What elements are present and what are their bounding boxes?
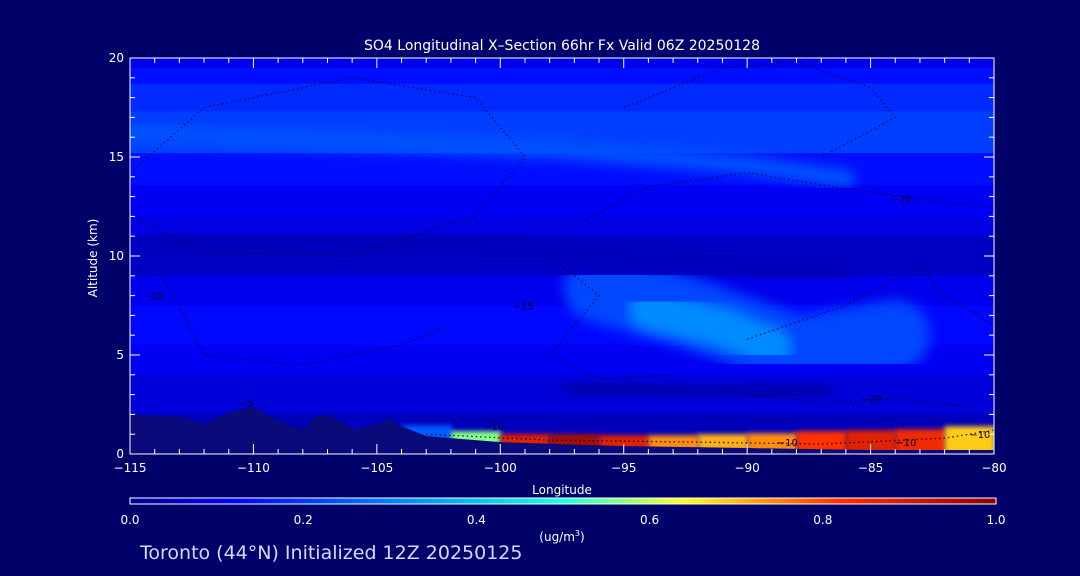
concentration-band-11 (130, 374, 994, 416)
colorbar-unit-superscript: 3 (575, 529, 580, 538)
colorbar-unit-base: (ug/m (539, 530, 575, 544)
plot-area: −20 −20 −10 −10 −10 −10 −5 −10 −15 (129, 57, 995, 455)
temperature-contour-7 (426, 429, 994, 445)
colorbar-tick-label: 1.0 (986, 513, 1005, 527)
contour-label-3: −10 (777, 438, 798, 449)
concentration-band-5 (130, 184, 994, 218)
temperature-contour-3 (548, 255, 674, 380)
plume-1 (141, 227, 859, 285)
boundary-layer-cell-14 (845, 430, 897, 454)
temperature-contour-0 (130, 77, 526, 257)
colorbar-unit-close: ) (580, 530, 585, 544)
contour-label-1: −20 (861, 395, 882, 406)
colorbar-ticks: 0.0 0.2 0.4 0.6 0.8 1.0 (120, 513, 1005, 527)
x-tick-label: −110 (237, 461, 270, 475)
x-axis-label: Longitude (532, 483, 592, 497)
colorbar-gradient (129, 497, 997, 505)
contour-label-7: −10 (142, 292, 163, 303)
plume-5 (563, 373, 833, 406)
contour-label-5: −10 (969, 430, 990, 441)
colorbar-tick-label: 0.6 (640, 513, 659, 527)
terrain-profile (130, 406, 994, 454)
colorbar-tick-label: 0.8 (813, 513, 832, 527)
x-tick-label: −90 (734, 461, 759, 475)
colorbar-tick-label: 0.0 (120, 513, 139, 527)
colorbar-tick-label: 0.4 (467, 513, 486, 527)
concentration-field (130, 58, 994, 454)
concentration-band-1 (130, 67, 994, 85)
temperature-contour-1 (574, 172, 994, 227)
chart-title: SO4 Longitudinal X–Section 66hr Fx Valid… (364, 38, 760, 54)
temperature-contours: −20 −20 −10 −10 −10 −10 −5 −10 −15 (130, 61, 994, 449)
footer-initialized-label: Toronto (44°N) Initialized 12Z 20250125 (140, 542, 523, 564)
temperature-contour-5 (747, 393, 970, 408)
y-tick-label: 15 (109, 150, 124, 164)
temperature-contour-6 (154, 265, 452, 366)
x-tick-label: −80 (981, 461, 1006, 475)
y-axis-label: Altitude (km) (86, 219, 100, 298)
y-tick-label: 10 (109, 249, 124, 263)
x-tick-label: −100 (484, 461, 517, 475)
x-tick-label: −95 (611, 461, 636, 475)
y-axis: 0 5 10 15 20 (109, 51, 994, 461)
boundary-layer-cell-13 (796, 431, 847, 454)
contour-label-8: −15 (513, 301, 534, 312)
contour-label-6: −5 (239, 398, 254, 409)
y-tick-label: 5 (116, 348, 124, 362)
temperature-contour-2 (623, 61, 897, 158)
y-tick-label: 20 (109, 51, 124, 65)
colorbar-tick-label: 0.2 (294, 513, 313, 527)
contour-label-2: −10 (483, 422, 504, 433)
x-tick-label: −105 (360, 461, 393, 475)
concentration-band-2 (130, 83, 994, 113)
contour-label-4: −10 (895, 438, 916, 449)
concentration-band-8 (130, 275, 994, 307)
y-tick-label: 0 (116, 447, 124, 461)
x-tick-label: −115 (114, 461, 147, 475)
colorbar: 0.0 0.2 0.4 0.6 0.8 1.0 (ug/m3) (120, 497, 1006, 544)
plume-0 (130, 124, 855, 188)
concentration-band-0 (130, 58, 994, 69)
colorbar-unit-label: (ug/m3) (539, 529, 584, 544)
contour-label-0: −20 (890, 195, 911, 206)
x-tick-label: −85 (858, 461, 883, 475)
x-axis: −115 −110 −105 −100 −95 −90 −85 −80 (114, 58, 1007, 475)
